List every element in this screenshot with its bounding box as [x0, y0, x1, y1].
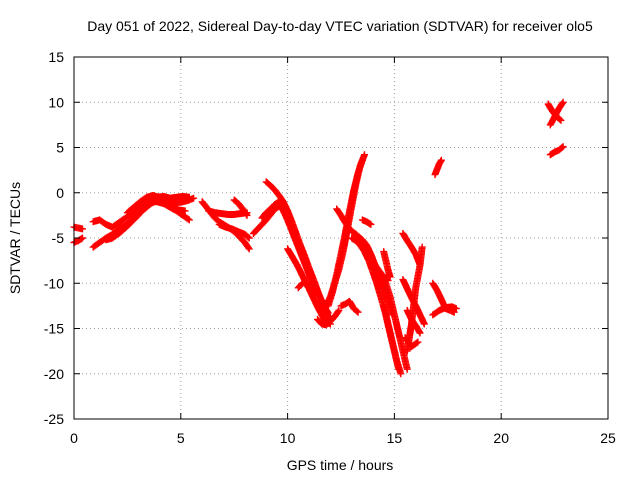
chart-title: Day 051 of 2022, Sidereal Day-to-day VTE… — [87, 18, 593, 34]
data-point-markers — [258, 198, 283, 222]
data-point-markers — [380, 302, 405, 378]
y-tick-label: 15 — [48, 49, 64, 65]
series-seg-y — [380, 302, 405, 378]
data-point-markers — [294, 279, 307, 292]
y-tick-label: 5 — [56, 140, 64, 156]
data-point-markers — [324, 156, 366, 310]
series-seg-al — [546, 143, 567, 159]
data-point-markers — [314, 306, 343, 329]
series-seg-z — [358, 216, 375, 228]
series-seg-q — [314, 306, 343, 329]
series-seg-a — [70, 234, 86, 246]
y-tick-label: 0 — [56, 185, 64, 201]
data-point-markers — [352, 230, 392, 284]
series-seg-s — [324, 156, 366, 310]
series-seg-af — [401, 334, 422, 351]
series-seg-t — [337, 297, 362, 316]
series-seg-ai — [431, 156, 445, 179]
series-seg-x — [352, 230, 392, 284]
y-tick-label: -25 — [44, 411, 64, 427]
data-point-markers — [70, 223, 86, 233]
data-point-markers — [358, 216, 375, 228]
marks-layer — [70, 98, 567, 378]
data-point-markers — [401, 334, 422, 351]
x-tick-label: 5 — [177, 430, 185, 446]
y-tick-label: -15 — [44, 321, 64, 337]
x-axis-label: GPS time / hours — [287, 457, 394, 473]
ticks-layer: 0 5 10 15 20 25 -25 -20 -15 -10 -5 0 5 10 15 — [44, 49, 616, 446]
data-point-markers — [546, 143, 567, 159]
data-point-markers — [70, 234, 86, 246]
series-seg-j — [230, 196, 251, 219]
data-point-markers — [215, 220, 253, 242]
data-point-markers — [546, 98, 567, 129]
series-seg-p — [294, 279, 307, 292]
series-seg-l — [258, 198, 283, 222]
x-tick-label: 0 — [70, 430, 78, 446]
data-point-markers — [431, 156, 445, 179]
y-tick-label: -20 — [44, 366, 64, 382]
data-point-markers — [337, 297, 362, 316]
series-seg-aa — [380, 248, 394, 281]
data-point-markers — [123, 192, 189, 217]
y-tick-label: -10 — [44, 275, 64, 291]
series-seg-ak — [546, 98, 567, 129]
x-tick-label: 25 — [600, 430, 616, 446]
grid-layer — [74, 57, 608, 419]
x-tick-label: 20 — [493, 430, 509, 446]
y-tick-label: -5 — [52, 230, 65, 246]
series-seg-f — [123, 192, 189, 217]
series-seg-i — [215, 220, 253, 242]
series-seg-n — [277, 202, 332, 317]
series-seg-b — [70, 223, 86, 233]
y-axis-label: SDTVAR / TECUs — [7, 182, 23, 294]
data-point-markers — [380, 248, 394, 281]
series-seg-ah — [429, 303, 460, 319]
y-tick-label: 10 — [48, 94, 64, 110]
data-point-markers — [230, 196, 251, 219]
data-point-markers — [277, 202, 332, 317]
data-point-markers — [429, 303, 460, 319]
x-tick-label: 10 — [280, 430, 296, 446]
x-tick-label: 15 — [387, 430, 403, 446]
